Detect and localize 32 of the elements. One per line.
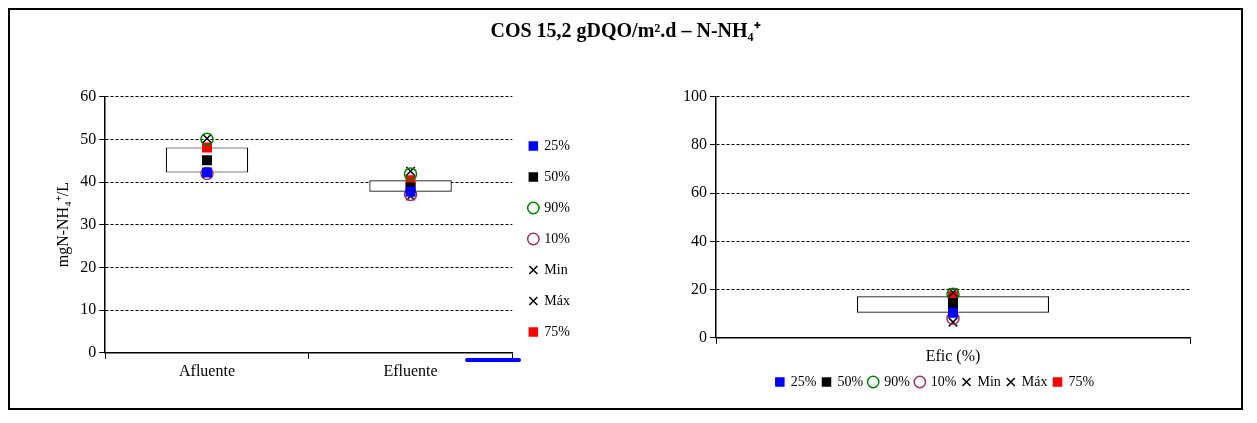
y-axis-title: mgN-NH₄⁺/L xyxy=(53,182,72,268)
y-tick-label: 80 xyxy=(691,135,707,153)
y-tick-label: 40 xyxy=(691,231,707,249)
x-tick-label: Efic (%) xyxy=(925,346,981,365)
legend-label: 50% xyxy=(544,168,571,184)
text: COS 15,2 gDQO/m².d – N-NH₄⁺ xyxy=(489,18,762,44)
y-tick-label: 0 xyxy=(88,343,97,360)
y-tick-label: 100 xyxy=(683,86,707,104)
legend-label: Máx xyxy=(1021,373,1048,389)
x-tick-label: Efluente xyxy=(383,361,438,379)
legend-label: 90% xyxy=(544,199,571,215)
y-tick-label: 40 xyxy=(80,172,97,190)
y-tick-label: 50 xyxy=(80,129,97,147)
y-tick-label: 20 xyxy=(691,279,707,297)
legend-label: 25% xyxy=(790,373,817,389)
y-tick-label: 10 xyxy=(80,300,97,318)
legend-label: 75% xyxy=(544,323,571,339)
y-tick-label: 20 xyxy=(80,257,97,275)
legend-label: 10% xyxy=(930,373,957,389)
legend-label: 25% xyxy=(544,137,571,153)
y-tick-label: 30 xyxy=(80,214,97,232)
y-tick-label: 0 xyxy=(699,328,707,345)
legend-label: 10% xyxy=(544,230,571,246)
legend-label: Máx xyxy=(544,292,571,308)
legend-label: Min xyxy=(544,261,568,277)
x-tick-label: Afluente xyxy=(178,361,235,379)
legend-label: 90% xyxy=(884,373,911,389)
y-tick-label: 60 xyxy=(80,86,97,104)
legend-label: 75% xyxy=(1068,373,1095,389)
legend-label: Min xyxy=(977,373,1001,389)
legend-label: 50% xyxy=(837,373,864,389)
y-tick-label: 60 xyxy=(691,183,707,201)
